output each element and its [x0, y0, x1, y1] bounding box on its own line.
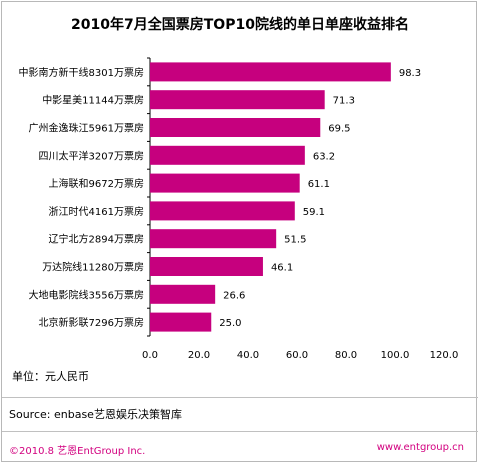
- value-label: 26.6: [223, 290, 245, 301]
- x-tick-label: 100.0: [381, 350, 410, 361]
- value-label: 59.1: [303, 207, 325, 218]
- source-label: Source: enbase艺恩娱乐决策智库: [9, 408, 182, 421]
- unit-label: 单位：元人民币: [12, 370, 89, 383]
- category-label: 万达院线11280万票房: [42, 261, 144, 274]
- value-label: 61.1: [308, 179, 330, 190]
- x-tick-label: 120.0: [430, 350, 459, 361]
- value-label: 51.5: [284, 235, 306, 246]
- bar: [150, 62, 391, 82]
- category-label: 辽宁北方2894万票房: [49, 233, 144, 246]
- bar: [150, 229, 277, 249]
- category-label: 中影南方新干线8301万票房: [19, 66, 144, 79]
- value-label: 63.2: [313, 151, 335, 162]
- bar: [150, 118, 321, 137]
- bar: [150, 312, 212, 332]
- bar: [150, 90, 325, 110]
- value-label: 46.1: [271, 263, 293, 274]
- category-label: 中影星美11144万票房: [42, 94, 144, 107]
- copyright-label: ©2010.8 艺恩EntGroup Inc.: [9, 446, 146, 457]
- x-tick-label: 0.0: [142, 350, 158, 361]
- category-label: 大地电影院线3556万票房: [29, 288, 144, 301]
- x-tick-label: 80.0: [335, 350, 357, 361]
- value-label: 71.3: [333, 96, 355, 107]
- divider-top: [2, 397, 478, 398]
- bar: [150, 145, 305, 165]
- x-tick-label: 60.0: [286, 350, 308, 361]
- category-label: 浙江时代4161万票房: [49, 205, 144, 218]
- x-tick-label: 40.0: [237, 350, 259, 361]
- divider-bottom: [2, 431, 478, 432]
- value-label: 69.5: [328, 124, 350, 135]
- bar: [150, 257, 263, 276]
- x-tick-label: 20.0: [188, 350, 210, 361]
- bar: [150, 201, 295, 221]
- website-label: www.entgroup.cn: [376, 442, 464, 453]
- value-label: 98.3: [399, 68, 421, 79]
- category-label: 上海联和9672万票房: [49, 177, 144, 190]
- category-label: 北京新影联7296万票房: [39, 316, 144, 329]
- category-label: 四川太平洋3207万票房: [39, 149, 144, 162]
- bar: [150, 173, 300, 193]
- bar: [150, 284, 216, 304]
- chart-title: 2010年7月全国票房TOP10院线的单日单座收益排名: [71, 17, 409, 33]
- category-label: 广州金逸珠江5961万票房: [29, 122, 144, 135]
- value-label: 25.0: [219, 318, 241, 329]
